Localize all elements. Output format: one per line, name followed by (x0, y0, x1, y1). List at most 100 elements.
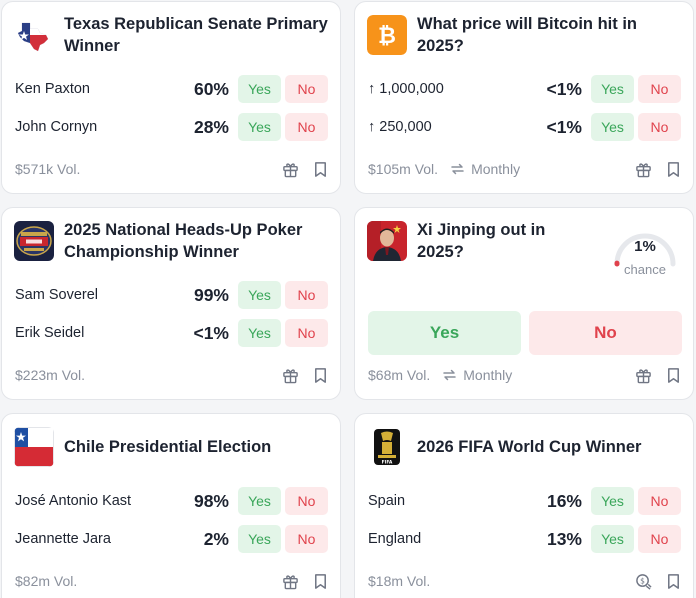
buy-yes-button[interactable]: Yes (591, 75, 634, 103)
card-header: FIFA 2026 FIFA World Cup Winner (367, 426, 681, 468)
volume-text: $18m Vol. (368, 573, 431, 589)
card-header: Chile Presidential Election (14, 426, 328, 468)
buy-no-button[interactable]: No (285, 113, 328, 141)
card-footer: $82m Vol. (15, 570, 328, 592)
market-card-poker-championship[interactable]: 2025 National Heads-Up Poker Championshi… (1, 207, 341, 400)
buy-yes-button[interactable]: Yes (368, 311, 521, 355)
recurrence-label: Monthly (471, 161, 521, 177)
recurrence-indicator: Monthly (450, 161, 520, 177)
outcome-row: ↑ 1,000,000 <1% Yes No (368, 75, 681, 103)
buy-yes-button[interactable]: Yes (591, 487, 634, 515)
volume-text: $82m Vol. (15, 573, 78, 589)
buy-no-button[interactable]: No (285, 487, 328, 515)
card-footer: $223m Vol. (15, 364, 328, 386)
svg-text:$: $ (640, 576, 645, 585)
outcome-label: Spain (368, 493, 406, 509)
xi-jinping-photo (367, 221, 407, 261)
bookmark-icon[interactable] (313, 367, 328, 384)
outcome-row: John Cornyn 28% Yes No (15, 113, 328, 141)
bitcoin-icon: ₿ (367, 15, 407, 55)
buy-yes-button[interactable]: Yes (591, 525, 634, 553)
market-title[interactable]: Texas Republican Senate Primary Winner (64, 15, 328, 55)
dollar-coin-icon[interactable]: $ (635, 573, 652, 590)
outcome-label: John Cornyn (15, 119, 98, 135)
outcome-row: Ken Paxton 60% Yes No (15, 75, 328, 103)
buy-yes-button[interactable]: Yes (591, 113, 634, 141)
buy-yes-button[interactable]: Yes (238, 525, 281, 553)
outcome-percent: <1% (546, 78, 582, 99)
outcome-percent: 28% (193, 116, 229, 137)
bookmark-icon[interactable] (666, 573, 681, 590)
buy-yes-button[interactable]: Yes (238, 75, 281, 103)
outcome-row: Erik Seidel <1% Yes No (15, 319, 328, 347)
buy-no-button[interactable]: No (285, 281, 328, 309)
market-title[interactable]: Xi Jinping out in 2025? (417, 221, 546, 261)
outcome-label: Sam Soverel (15, 287, 99, 303)
outcome-percent: 13% (546, 528, 582, 549)
market-card-chile-election[interactable]: Chile Presidential Election José Antonio… (1, 413, 341, 598)
recurrence-indicator: Monthly (442, 367, 512, 383)
recurrence-label: Monthly (463, 367, 513, 383)
buy-no-button[interactable]: No (638, 525, 681, 553)
texas-flag-icon (14, 15, 54, 55)
market-title[interactable]: 2025 National Heads-Up Poker Championshi… (64, 221, 303, 261)
market-card-texas-senate[interactable]: Texas Republican Senate Primary Winner K… (1, 1, 341, 194)
outcome-label: Ken Paxton (15, 81, 90, 97)
bookmark-icon[interactable] (313, 161, 328, 178)
buy-yes-button[interactable]: Yes (238, 113, 281, 141)
chance-label: chance (624, 262, 666, 277)
outcome-row: England 13% Yes No (368, 525, 681, 553)
outcome-label: Erik Seidel (15, 325, 85, 341)
market-card-bitcoin-2025[interactable]: ₿ What price will Bitcoin hit in 2025? ↑… (354, 1, 694, 194)
buy-yes-button[interactable]: Yes (238, 487, 281, 515)
gift-icon[interactable] (635, 367, 652, 384)
chance-gauge: 1% chance (605, 216, 685, 286)
card-header: Xi Jinping out in 2025? (367, 220, 593, 262)
outcome-percent: 98% (193, 490, 229, 511)
gift-icon[interactable] (635, 161, 652, 178)
buy-no-button[interactable]: No (529, 311, 682, 355)
card-footer: $18m Vol. $ (368, 570, 681, 592)
outcome-percent: <1% (193, 322, 229, 343)
chance-value: 1% (634, 238, 656, 255)
volume-text: $571k Vol. (15, 161, 81, 177)
buy-no-button[interactable]: No (285, 75, 328, 103)
outcome-percent: 2% (203, 528, 229, 549)
market-title[interactable]: Chile Presidential Election (64, 438, 272, 456)
svg-text:₿: ₿ (378, 24, 396, 49)
outcome-label: José Antonio Kast (15, 493, 132, 509)
bookmark-icon[interactable] (666, 161, 681, 178)
buy-no-button[interactable]: No (638, 487, 681, 515)
gift-icon[interactable] (282, 161, 299, 178)
card-footer: $68m Vol. Monthly (368, 364, 681, 386)
gift-icon[interactable] (282, 367, 299, 384)
volume-text: $68m Vol. (368, 367, 431, 383)
market-card-fifa-world-cup[interactable]: FIFA 2026 FIFA World Cup Winner Spain 16… (354, 413, 694, 598)
volume-text: $105m Vol. (368, 161, 439, 177)
card-header: Texas Republican Senate Primary Winner (14, 14, 328, 56)
outcome-label: ↑ 1,000,000 (368, 81, 444, 97)
market-title[interactable]: What price will Bitcoin hit in 2025? (417, 15, 638, 55)
bookmark-icon[interactable] (313, 573, 328, 590)
card-header: 2025 National Heads-Up Poker Championshi… (14, 220, 328, 262)
market-card-xi-jinping[interactable]: Xi Jinping out in 2025? 1% chance Yes No… (354, 207, 694, 400)
outcome-row: ↑ 250,000 <1% Yes No (368, 113, 681, 141)
outcome-percent: 16% (546, 490, 582, 511)
market-title[interactable]: 2026 FIFA World Cup Winner (417, 438, 642, 456)
outcome-label: Jeannette Jara (15, 531, 111, 547)
bookmark-icon[interactable] (666, 367, 681, 384)
buy-yes-button[interactable]: Yes (238, 281, 281, 309)
svg-text:FIFA: FIFA (382, 460, 393, 466)
buy-no-button[interactable]: No (285, 525, 328, 553)
buy-yes-button[interactable]: Yes (238, 319, 281, 347)
card-header: ₿ What price will Bitcoin hit in 2025? (367, 14, 681, 56)
repeat-icon (451, 163, 464, 175)
buy-no-button[interactable]: No (638, 113, 681, 141)
outcome-row: Sam Soverel 99% Yes No (15, 281, 328, 309)
outcome-percent: <1% (546, 116, 582, 137)
outcome-row: Spain 16% Yes No (368, 487, 681, 515)
volume-text: $223m Vol. (15, 367, 86, 383)
buy-no-button[interactable]: No (638, 75, 681, 103)
buy-no-button[interactable]: No (285, 319, 328, 347)
gift-icon[interactable] (282, 573, 299, 590)
